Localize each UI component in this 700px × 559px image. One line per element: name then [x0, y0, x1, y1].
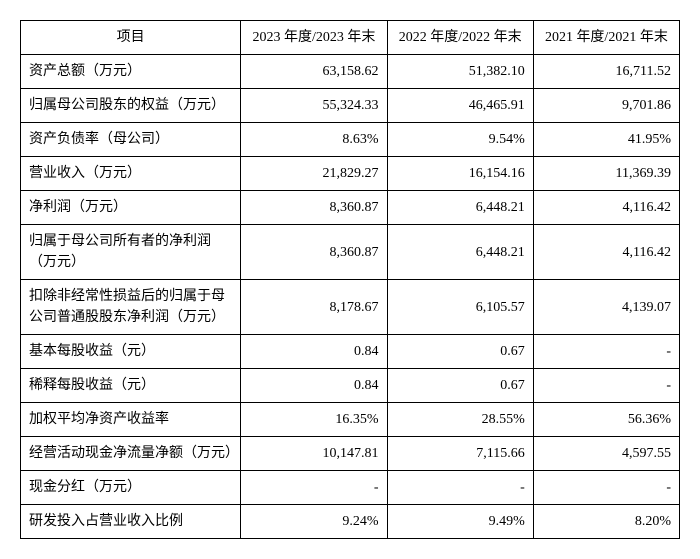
cell-value: 0.84 [241, 369, 387, 403]
cell-value: 63,158.62 [241, 55, 387, 89]
header-2022: 2022 年度/2022 年末 [387, 21, 533, 55]
cell-value: 0.67 [387, 335, 533, 369]
row-label: 资产总额（万元） [21, 55, 241, 89]
header-2021: 2021 年度/2021 年末 [533, 21, 679, 55]
cell-value: 16,154.16 [387, 157, 533, 191]
row-label: 基本每股收益（元） [21, 335, 241, 369]
cell-value: 4,597.55 [533, 437, 679, 471]
cell-value: 56.36% [533, 403, 679, 437]
cell-value: 8,360.87 [241, 191, 387, 225]
row-label: 资产负债率（母公司） [21, 123, 241, 157]
cell-value: - [533, 335, 679, 369]
cell-value: 4,116.42 [533, 191, 679, 225]
row-label: 净利润（万元） [21, 191, 241, 225]
cell-value: 8,360.87 [241, 225, 387, 280]
header-item: 项目 [21, 21, 241, 55]
cell-value: 0.67 [387, 369, 533, 403]
cell-value: 8.20% [533, 505, 679, 539]
table-row: 扣除非经常性损益后的归属于母公司普通股股东净利润（万元）8,178.676,10… [21, 280, 680, 335]
table-row: 营业收入（万元）21,829.2716,154.1611,369.39 [21, 157, 680, 191]
cell-value: 55,324.33 [241, 89, 387, 123]
cell-value: 51,382.10 [387, 55, 533, 89]
row-label: 经营活动现金净流量净额（万元） [21, 437, 241, 471]
table-row: 净利润（万元）8,360.876,448.214,116.42 [21, 191, 680, 225]
row-label: 研发投入占营业收入比例 [21, 505, 241, 539]
header-row: 项目 2023 年度/2023 年末 2022 年度/2022 年末 2021 … [21, 21, 680, 55]
table-row: 归属于母公司所有者的净利润（万元）8,360.876,448.214,116.4… [21, 225, 680, 280]
cell-value: 41.95% [533, 123, 679, 157]
cell-value: 46,465.91 [387, 89, 533, 123]
row-label: 归属于母公司所有者的净利润（万元） [21, 225, 241, 280]
row-label: 加权平均净资产收益率 [21, 403, 241, 437]
cell-value: 9,701.86 [533, 89, 679, 123]
table-row: 稀释每股收益（元）0.840.67- [21, 369, 680, 403]
cell-value: 16.35% [241, 403, 387, 437]
row-label: 现金分红（万元） [21, 471, 241, 505]
row-label: 营业收入（万元） [21, 157, 241, 191]
header-2023: 2023 年度/2023 年末 [241, 21, 387, 55]
cell-value: 4,116.42 [533, 225, 679, 280]
cell-value: 0.84 [241, 335, 387, 369]
cell-value: 6,448.21 [387, 225, 533, 280]
cell-value: 4,139.07 [533, 280, 679, 335]
cell-value: - [533, 369, 679, 403]
table-row: 资产负债率（母公司）8.63%9.54%41.95% [21, 123, 680, 157]
table-row: 归属母公司股东的权益（万元）55,324.3346,465.919,701.86 [21, 89, 680, 123]
cell-value: 9.24% [241, 505, 387, 539]
cell-value: 28.55% [387, 403, 533, 437]
row-label: 扣除非经常性损益后的归属于母公司普通股股东净利润（万元） [21, 280, 241, 335]
cell-value: 10,147.81 [241, 437, 387, 471]
cell-value: 11,369.39 [533, 157, 679, 191]
table-row: 资产总额（万元）63,158.6251,382.1016,711.52 [21, 55, 680, 89]
table-row: 基本每股收益（元）0.840.67- [21, 335, 680, 369]
cell-value: 8,178.67 [241, 280, 387, 335]
table-row: 加权平均净资产收益率16.35%28.55%56.36% [21, 403, 680, 437]
cell-value: 9.49% [387, 505, 533, 539]
cell-value: - [533, 471, 679, 505]
cell-value: 21,829.27 [241, 157, 387, 191]
cell-value: - [241, 471, 387, 505]
cell-value: 6,448.21 [387, 191, 533, 225]
table-row: 经营活动现金净流量净额（万元）10,147.817,115.664,597.55 [21, 437, 680, 471]
cell-value: - [387, 471, 533, 505]
row-label: 归属母公司股东的权益（万元） [21, 89, 241, 123]
cell-value: 7,115.66 [387, 437, 533, 471]
cell-value: 9.54% [387, 123, 533, 157]
row-label: 稀释每股收益（元） [21, 369, 241, 403]
cell-value: 6,105.57 [387, 280, 533, 335]
financial-table: 项目 2023 年度/2023 年末 2022 年度/2022 年末 2021 … [20, 20, 680, 539]
table-row: 研发投入占营业收入比例9.24%9.49%8.20% [21, 505, 680, 539]
cell-value: 8.63% [241, 123, 387, 157]
cell-value: 16,711.52 [533, 55, 679, 89]
table-row: 现金分红（万元）--- [21, 471, 680, 505]
